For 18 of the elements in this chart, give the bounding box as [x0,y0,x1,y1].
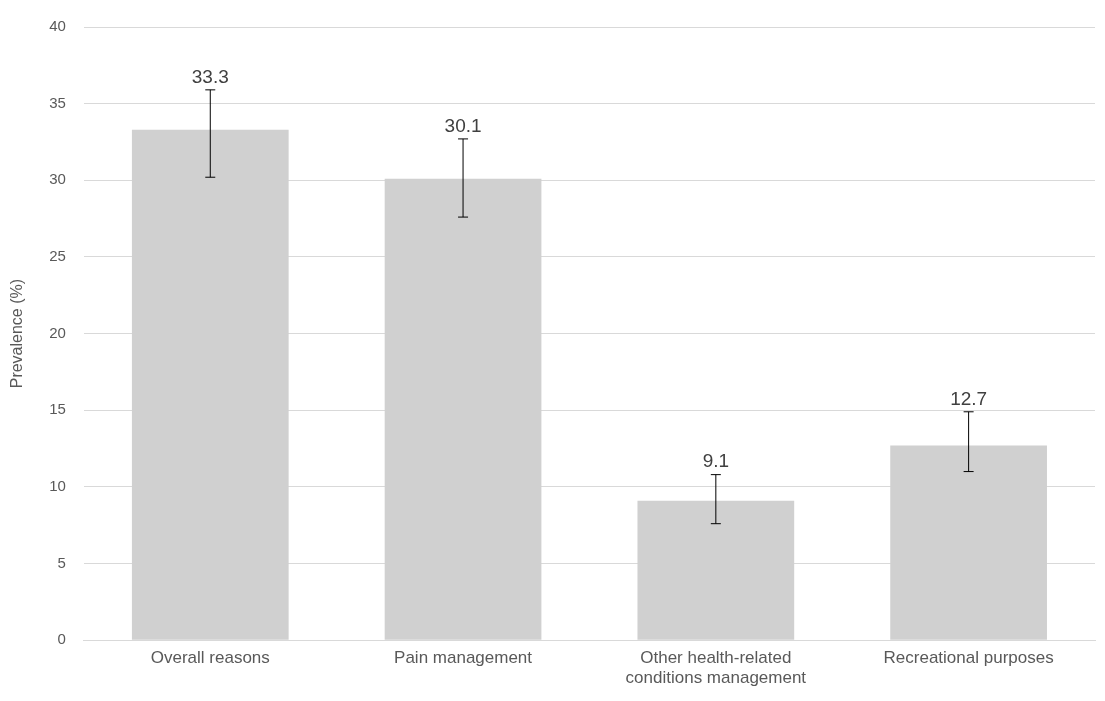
y-tick-label: 10 [49,477,66,495]
y-tick-label: 5 [57,553,66,571]
data-label: 9.1 [702,450,730,472]
x-tick-label: Recreational purposes [883,648,1054,668]
x-tick-label: Pain management [394,648,533,668]
data-label: 12.7 [950,387,988,409]
y-tick-label: 15 [49,400,66,418]
x-tick-label: Overall reasons [150,648,270,668]
data-label: 33.3 [191,65,229,87]
y-tick-label: 20 [49,323,66,341]
y-tick-label: 0 [57,630,66,648]
y-tick-label: 40 [49,17,66,35]
y-tick-label: 25 [49,247,66,265]
data-label: 30.1 [444,114,482,136]
y-axis-title: Prevalence (%) [8,278,26,389]
x-tick-label: Other health-related conditions management [625,648,807,688]
y-tick-label: 30 [49,170,66,188]
y-tick-label: 35 [49,93,66,111]
